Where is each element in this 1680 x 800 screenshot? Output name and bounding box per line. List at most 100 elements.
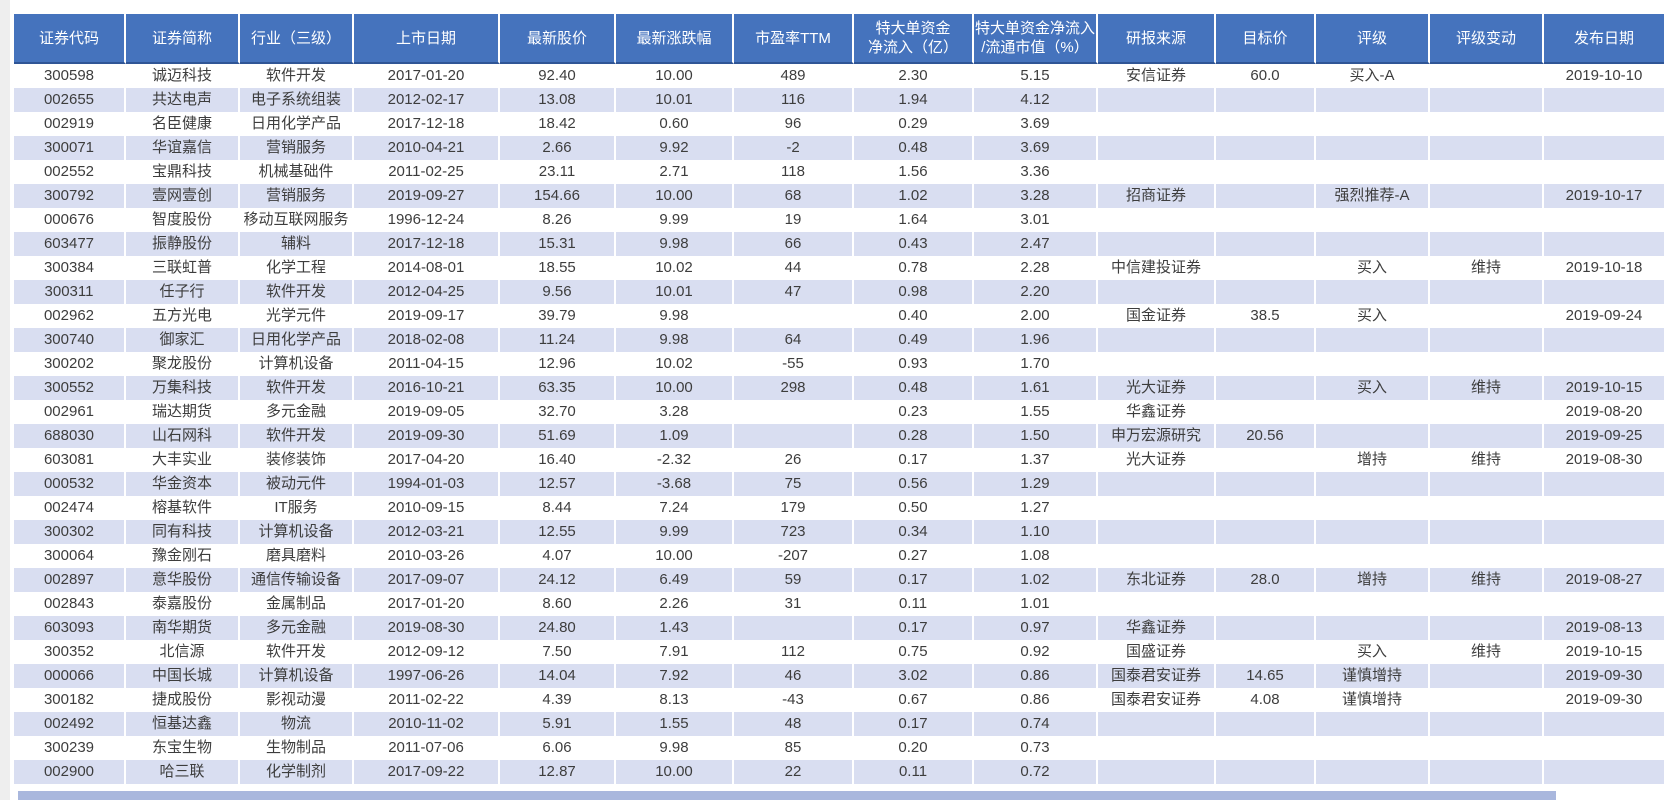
cell-rating <box>1316 760 1430 784</box>
cell-pe_ttm: 59 <box>734 568 854 592</box>
cell-industry: 软件开发 <box>240 64 354 88</box>
table-row[interactable]: 688030 山石网科 软件开发 2019-09-30 51.69 1.09 0.28 1.5… <box>14 424 1664 448</box>
cell-rating <box>1316 88 1430 112</box>
cell-target_price <box>1216 400 1316 424</box>
cell-inflow: 1.64 <box>854 208 974 232</box>
cell-change_pct: 8.13 <box>616 688 734 712</box>
cell-industry: 营销服务 <box>240 136 354 160</box>
table-row[interactable]: 300598 诚迈科技 软件开发 2017-01-20 92.40 10.00 489 2.3… <box>14 64 1664 88</box>
cell-industry: 营销服务 <box>240 184 354 208</box>
cell-rating: 强烈推荐-A <box>1316 184 1430 208</box>
table-row[interactable]: 002843 泰嘉股份 金属制品 2017-01-20 8.60 2.26 31 0.11 1.… <box>14 592 1664 616</box>
table-row[interactable]: 002919 名臣健康 日用化学产品 2017-12-18 18.42 0.60 96 0.2… <box>14 112 1664 136</box>
cell-industry: 磨具磨料 <box>240 544 354 568</box>
table-row[interactable]: 300792 壹网壹创 营销服务 2019-09-27 154.66 10.00 68 1.0… <box>14 184 1664 208</box>
cell-inflow_ratio: 0.74 <box>974 712 1098 736</box>
cell-target_price <box>1216 184 1316 208</box>
cell-publish_date <box>1544 136 1664 160</box>
cell-inflow: 0.75 <box>854 640 974 664</box>
cell-industry: 软件开发 <box>240 376 354 400</box>
cell-inflow: 0.67 <box>854 688 974 712</box>
cell-industry: 辅料 <box>240 232 354 256</box>
cell-change_pct: -2.32 <box>616 448 734 472</box>
cell-source: 招商证券 <box>1098 184 1216 208</box>
cell-code: 002843 <box>14 592 126 616</box>
cell-change_pct: 10.02 <box>616 352 734 376</box>
cell-pe_ttm: 26 <box>734 448 854 472</box>
cell-rating_change <box>1430 736 1544 760</box>
cell-source <box>1098 328 1216 352</box>
cell-code: 300352 <box>14 640 126 664</box>
table-row[interactable]: 002900 哈三联 化学制剂 2017-09-22 12.87 10.00 22 0.11 0… <box>14 760 1664 784</box>
table-row[interactable]: 000532 华金资本 被动元件 1994-01-03 12.57 -3.68 75 0.56… <box>14 472 1664 496</box>
table-row[interactable]: 603093 南华期货 多元金融 2019-08-30 24.80 1.43 0.17 0.9… <box>14 616 1664 640</box>
cell-inflow_ratio: 0.86 <box>974 688 1098 712</box>
cell-industry: 计算机设备 <box>240 520 354 544</box>
table-row[interactable]: 300302 同有科技 计算机设备 2012-03-21 12.55 9.99 723 0.3… <box>14 520 1664 544</box>
stock-table: 证券代码 证券简称 行业（三级） 上市日期 最新股价 最新涨跌幅 市盈率TTM 特大单资金 净… <box>14 14 1664 784</box>
cell-publish_date: 2019-08-20 <box>1565 403 1643 420</box>
table-row[interactable]: 000676 智度股份 移动互联网服务 1996-12-24 8.26 9.99 19 1.6… <box>14 208 1664 232</box>
cell-name: 豫金刚石 <box>126 544 240 568</box>
cell-pe_ttm: 19 <box>734 208 854 232</box>
table-row[interactable]: 300352 北信源 软件开发 2012-09-12 7.50 7.91 112 0.75 0.… <box>14 640 1664 664</box>
cell-name: 中国长城 <box>126 664 240 688</box>
table-row[interactable]: 300552 万集科技 软件开发 2016-10-21 63.35 10.00 298 0.4… <box>14 376 1664 400</box>
table-row[interactable]: 300202 聚龙股份 计算机设备 2011-04-15 12.96 10.02 -55 0.… <box>14 352 1664 376</box>
cell-change_pct: 7.92 <box>616 664 734 688</box>
cell-publish_date <box>1544 544 1664 568</box>
cell-inflow_ratio: 0.92 <box>974 640 1098 664</box>
table-row[interactable]: 002962 五方光电 光学元件 2019-09-17 39.79 9.98 0.40 2.0… <box>14 304 1664 328</box>
cell-inflow: 0.27 <box>854 544 974 568</box>
cell-inflow: 0.17 <box>854 616 974 640</box>
cell-list_date: 2019-09-27 <box>354 184 500 208</box>
table-row[interactable]: 300239 东宝生物 生物制品 2011-07-06 6.06 9.98 85 0.20 0.… <box>14 736 1664 760</box>
cell-inflow: 1.02 <box>854 184 974 208</box>
cell-price: 12.87 <box>500 760 616 784</box>
cell-list_date: 2019-09-17 <box>354 304 500 328</box>
table-row[interactable]: 002474 榕基软件 IT服务 2010-09-15 8.44 7.24 179 0.50 1… <box>14 496 1664 520</box>
table-row[interactable]: 002961 瑞达期货 多元金融 2019-09-05 32.70 3.28 0.23 1.5… <box>14 400 1664 424</box>
cell-industry: 影视动漫 <box>240 688 354 712</box>
table-row[interactable]: 300064 豫金刚石 磨具磨料 2010-03-26 4.07 10.00 -207 0.2… <box>14 544 1664 568</box>
cell-pe_ttm: -207 <box>734 544 854 568</box>
cell-name: 壹网壹创 <box>126 184 240 208</box>
table-row[interactable]: 300740 御家汇 日用化学产品 2018-02-08 11.24 9.98 64 0.49… <box>14 328 1664 352</box>
cell-name: 聚龙股份 <box>126 352 240 376</box>
table-row[interactable]: 000066 中国长城 计算机设备 1997-06-26 14.04 7.92 46 3.02… <box>14 664 1664 688</box>
table-row[interactable]: 603081 大丰实业 装修装饰 2017-04-20 16.40 -2.32 26 0.17… <box>14 448 1664 472</box>
cell-rating: 增持 <box>1316 568 1430 592</box>
cell-list_date: 2019-08-30 <box>354 616 500 640</box>
column-header-inflow_ratio: 特大单资金净流入 /流通市值（%） <box>974 14 1098 64</box>
cell-source <box>1098 496 1216 520</box>
cell-change_pct: 1.43 <box>616 616 734 640</box>
cell-name: 三联虹普 <box>126 256 240 280</box>
cell-target_price <box>1216 160 1316 184</box>
table-row[interactable]: 603477 振静股份 辅料 2017-12-18 15.31 9.98 66 0.43 2.4… <box>14 232 1664 256</box>
cell-publish_date <box>1544 232 1664 256</box>
cell-rating_change <box>1430 664 1544 688</box>
table-row[interactable]: 002655 共达电声 电子系统组装 2012-02-17 13.08 10.01 116 1… <box>14 88 1664 112</box>
table-row[interactable]: 300071 华谊嘉信 营销服务 2010-04-21 2.66 9.92 -2 0.48 3.… <box>14 136 1664 160</box>
cell-publish_date <box>1544 472 1664 496</box>
table-row[interactable]: 300384 三联虹普 化学工程 2014-08-01 18.55 10.02 44 0.78… <box>14 256 1664 280</box>
cell-list_date: 2017-01-20 <box>354 592 500 616</box>
cell-inflow_ratio: 1.70 <box>974 352 1098 376</box>
cell-list_date: 2010-11-02 <box>354 712 500 736</box>
table-row[interactable]: 300182 捷成股份 影视动漫 2011-02-22 4.39 8.13 -43 0.67 0… <box>14 688 1664 712</box>
cell-name: 山石网科 <box>126 424 240 448</box>
table-row[interactable]: 002492 恒基达鑫 物流 2010-11-02 5.91 1.55 48 0.17 0.74 <box>14 712 1664 736</box>
table-row[interactable]: 300311 任子行 软件开发 2012-04-25 9.56 10.01 47 0.98 2.… <box>14 280 1664 304</box>
cell-industry: IT服务 <box>240 496 354 520</box>
cell-publish_date <box>1544 280 1664 304</box>
table-row[interactable]: 002552 宝鼎科技 机械基础件 2011-02-25 23.11 2.71 118 1.5… <box>14 160 1664 184</box>
cell-target_price <box>1216 208 1316 232</box>
table-body: 300598 诚迈科技 软件开发 2017-01-20 92.40 10.00 489 2.3… <box>14 64 1664 784</box>
cell-inflow: 0.17 <box>854 448 974 472</box>
cell-change_pct: 9.98 <box>616 736 734 760</box>
cell-inflow: 0.20 <box>854 736 974 760</box>
cell-price: 13.08 <box>500 88 616 112</box>
table-row[interactable]: 002897 意华股份 通信传输设备 2017-09-07 24.12 6.49 59 0.1… <box>14 568 1664 592</box>
cell-source <box>1098 544 1216 568</box>
cell-source: 东北证券 <box>1098 568 1216 592</box>
